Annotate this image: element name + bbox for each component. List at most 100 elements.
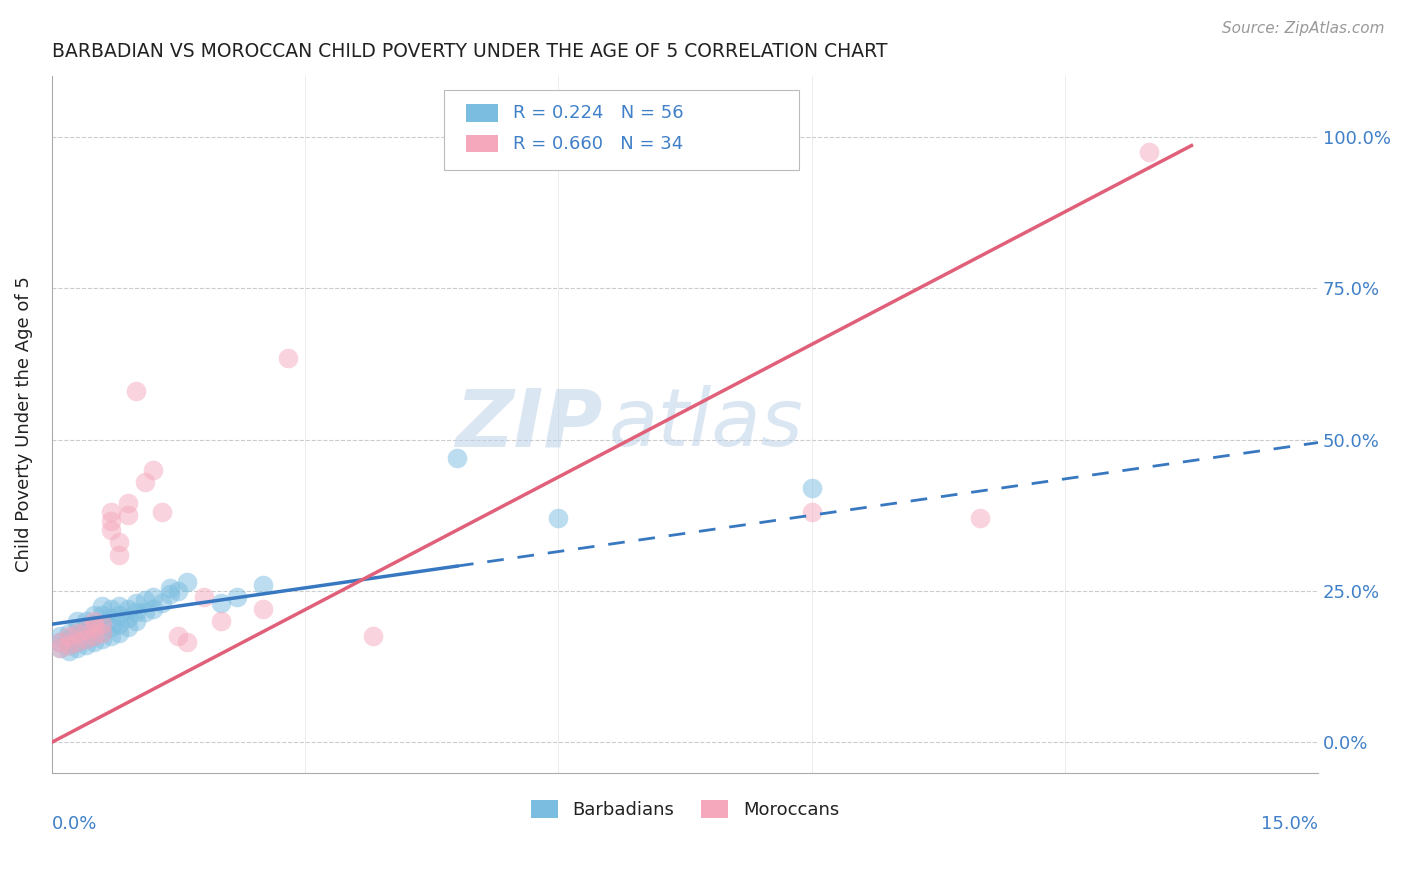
Point: [58, 639, 80, 653]
Point: [193, 590, 215, 604]
Text: R = 0.660   N = 34: R = 0.660 N = 34: [513, 135, 683, 153]
Point: [117, 508, 139, 523]
Point: [83, 635, 105, 649]
Text: atlas: atlas: [609, 385, 804, 464]
FancyBboxPatch shape: [444, 90, 799, 170]
Point: [167, 583, 190, 598]
Point: [125, 596, 148, 610]
Point: [108, 535, 131, 549]
Point: [800, 505, 823, 519]
Text: ZIP: ZIP: [456, 385, 603, 464]
Point: [108, 548, 131, 562]
Point: [159, 581, 181, 595]
Point: [75, 624, 97, 638]
Point: [226, 590, 249, 604]
Point: [83, 629, 105, 643]
Point: [91, 617, 114, 632]
Point: [125, 384, 148, 398]
Point: [58, 644, 80, 658]
Point: [66, 614, 89, 628]
Point: [83, 624, 105, 638]
Point: [446, 450, 468, 465]
Point: [83, 629, 105, 643]
Point: [91, 599, 114, 613]
Point: [142, 463, 165, 477]
Point: [125, 605, 148, 619]
Point: [66, 629, 89, 643]
Point: [167, 629, 190, 643]
Point: [134, 605, 156, 619]
Point: [150, 505, 173, 519]
Point: [100, 514, 122, 528]
Point: [209, 596, 232, 610]
Point: [159, 587, 181, 601]
Point: [91, 608, 114, 623]
Point: [83, 608, 105, 623]
Point: [142, 602, 165, 616]
Point: [83, 617, 105, 632]
Point: [547, 511, 569, 525]
Point: [252, 578, 274, 592]
Point: [142, 590, 165, 604]
Text: R = 0.224   N = 56: R = 0.224 N = 56: [513, 104, 683, 122]
Point: [66, 624, 89, 638]
Point: [49, 641, 72, 656]
Point: [108, 608, 131, 623]
Point: [75, 639, 97, 653]
FancyBboxPatch shape: [465, 135, 498, 153]
Point: [66, 635, 89, 649]
Point: [969, 511, 991, 525]
Point: [83, 614, 105, 628]
Point: [800, 481, 823, 495]
Point: [49, 635, 72, 649]
Point: [49, 635, 72, 649]
Point: [1137, 145, 1160, 159]
Point: [49, 641, 72, 656]
Point: [66, 641, 89, 656]
Point: [100, 620, 122, 634]
Y-axis label: Child Poverty Under the Age of 5: Child Poverty Under the Age of 5: [15, 277, 32, 573]
Point: [91, 632, 114, 647]
Point: [66, 635, 89, 649]
Point: [277, 351, 299, 365]
Point: [176, 635, 198, 649]
Point: [150, 596, 173, 610]
Point: [75, 626, 97, 640]
Point: [58, 626, 80, 640]
Point: [91, 626, 114, 640]
Point: [58, 632, 80, 647]
Point: [75, 632, 97, 647]
Text: BARBADIAN VS MOROCCAN CHILD POVERTY UNDER THE AGE OF 5 CORRELATION CHART: BARBADIAN VS MOROCCAN CHILD POVERTY UNDE…: [52, 42, 887, 61]
Text: 0.0%: 0.0%: [52, 815, 97, 833]
Point: [176, 574, 198, 589]
Point: [75, 632, 97, 647]
Point: [91, 626, 114, 640]
Point: [117, 611, 139, 625]
Point: [58, 629, 80, 643]
Text: 15.0%: 15.0%: [1261, 815, 1319, 833]
Point: [100, 629, 122, 643]
Point: [66, 626, 89, 640]
Point: [361, 629, 384, 643]
Point: [83, 620, 105, 634]
Point: [75, 614, 97, 628]
Point: [58, 639, 80, 653]
Point: [117, 496, 139, 510]
Text: Source: ZipAtlas.com: Source: ZipAtlas.com: [1222, 21, 1385, 36]
Point: [108, 626, 131, 640]
Point: [134, 475, 156, 489]
Point: [75, 620, 97, 634]
FancyBboxPatch shape: [465, 104, 498, 122]
Point: [209, 614, 232, 628]
Point: [91, 617, 114, 632]
Legend: Barbadians, Moroccans: Barbadians, Moroccans: [523, 792, 846, 826]
Point: [117, 602, 139, 616]
Point: [100, 505, 122, 519]
Point: [100, 524, 122, 538]
Point: [100, 611, 122, 625]
Point: [125, 614, 148, 628]
Point: [108, 617, 131, 632]
Point: [108, 599, 131, 613]
Point: [134, 593, 156, 607]
Point: [117, 620, 139, 634]
